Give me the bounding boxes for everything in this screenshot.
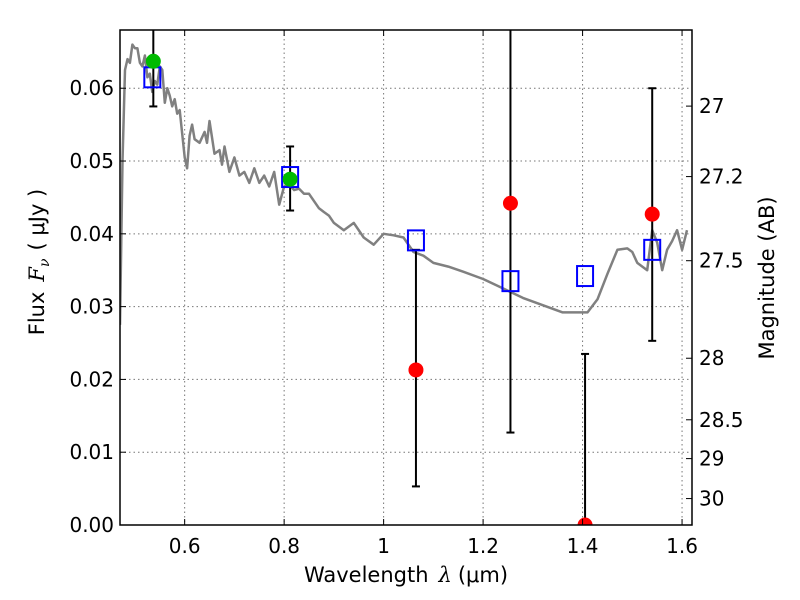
y2-tick-label: 27: [699, 94, 724, 118]
y-label-symbol: F: [25, 266, 49, 283]
y-tick-label: 0.04: [69, 222, 114, 246]
x-tick-label: 0.6: [169, 534, 201, 558]
y2-tick-label: 30: [699, 487, 724, 511]
x-tick-label: 1.2: [467, 534, 499, 558]
y-label-unit: ( μJy ): [25, 189, 49, 251]
y-tick-label: 0.03: [69, 295, 114, 319]
y2-tick-label: 28: [699, 346, 724, 370]
photometry-points: [145, 53, 660, 525]
plot-frame: [119, 29, 693, 526]
model-band-square: [576, 265, 595, 288]
photometry-point: [145, 53, 161, 69]
y2-axis-label: Magnitude (AB): [755, 196, 779, 359]
x-label-symbol: λ: [438, 563, 452, 587]
x-label-text: Wavelength: [304, 563, 429, 587]
model-band-square: [406, 229, 425, 252]
axis-ticks: 0.6 0.8 1 1.2 1.4 1.6 0.00 0.01 0.02 0.03 0.04 0.05…: [69, 30, 744, 558]
photometry-point: [644, 206, 660, 222]
x-tick-label: 0.8: [268, 534, 300, 558]
photometry-point: [408, 362, 424, 378]
y-label-text: Flux: [25, 292, 49, 336]
y-tick-label: 0.05: [69, 149, 114, 173]
y2-tick-label: 29: [699, 447, 724, 471]
model-band-squares: [143, 66, 662, 293]
y-tick-label: 0.02: [69, 367, 114, 391]
model-band-square: [281, 166, 300, 189]
model-sed-line: [120, 43, 689, 325]
x-axis-label: Wavelength λ (μm): [304, 563, 508, 587]
y-tick-label: 0.00: [69, 513, 114, 537]
x-tick-label: 1.4: [567, 534, 599, 558]
y-tick-label: 0.01: [69, 440, 114, 464]
x-tick-label: 1.6: [666, 534, 698, 558]
model-band-square: [643, 238, 662, 261]
x-label-unit: (μm): [458, 563, 508, 587]
model-band-square: [501, 270, 520, 293]
error-bars: [149, 30, 657, 525]
y-tick-label: 0.06: [69, 76, 114, 100]
photometry-point: [502, 195, 518, 211]
y-label-subscript: ν: [37, 258, 53, 267]
y2-tick-label: 28.5: [699, 408, 744, 432]
y2-tick-label: 27.5: [699, 249, 744, 273]
photometry-point: [282, 171, 298, 187]
y2-tick-label: 27.2: [699, 165, 744, 189]
y-axis-label: Flux Fν ( μJy ): [25, 189, 53, 335]
photometry-point: [577, 517, 593, 525]
x-tick-label: 1: [377, 534, 390, 558]
